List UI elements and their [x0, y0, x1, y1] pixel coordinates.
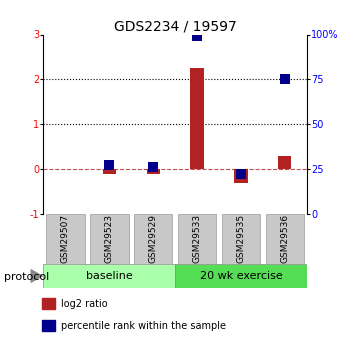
Title: GDS2234 / 19597: GDS2234 / 19597 — [114, 19, 236, 33]
Bar — [222, 214, 260, 264]
Bar — [175, 264, 307, 288]
Text: 20 wk exercise: 20 wk exercise — [200, 271, 282, 281]
Text: GSM29536: GSM29536 — [280, 214, 290, 264]
Text: log2 ratio: log2 ratio — [61, 299, 107, 309]
Text: GSM29523: GSM29523 — [105, 214, 114, 264]
Text: protocol: protocol — [4, 272, 49, 282]
Point — [194, 33, 200, 39]
Polygon shape — [30, 269, 44, 283]
Bar — [42, 320, 55, 331]
Point — [150, 165, 156, 170]
Point — [238, 172, 244, 177]
Bar — [46, 214, 84, 264]
Bar — [90, 214, 129, 264]
Bar — [178, 214, 216, 264]
Bar — [43, 264, 175, 288]
Bar — [103, 169, 116, 175]
Point — [282, 77, 288, 82]
Bar — [42, 298, 55, 309]
Text: baseline: baseline — [86, 271, 132, 281]
Bar — [278, 156, 291, 169]
Text: percentile rank within the sample: percentile rank within the sample — [61, 321, 226, 331]
Text: GSM29507: GSM29507 — [61, 214, 70, 264]
Text: GSM29533: GSM29533 — [192, 214, 201, 264]
Text: GSM29529: GSM29529 — [149, 214, 158, 264]
Bar — [147, 169, 160, 174]
Point — [106, 163, 112, 168]
Bar — [191, 68, 204, 169]
Bar — [266, 214, 304, 264]
Bar — [234, 169, 248, 184]
Text: GSM29535: GSM29535 — [236, 214, 245, 264]
Bar — [134, 214, 173, 264]
